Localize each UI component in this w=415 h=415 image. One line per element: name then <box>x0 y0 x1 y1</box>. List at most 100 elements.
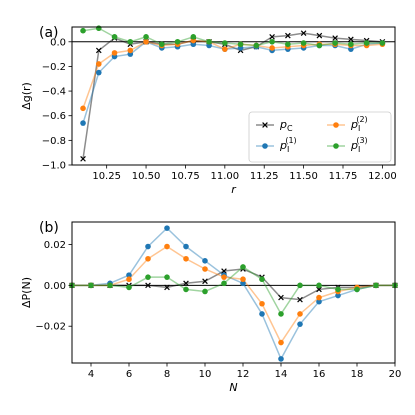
data-point-s2-9 <box>222 46 228 52</box>
legend: pC pI(1) pI(2) pI(3) <box>248 111 392 163</box>
marker-stroke <box>145 282 151 289</box>
series-line-2 <box>72 245 395 345</box>
data-point-s1-0 <box>80 120 86 126</box>
data-point-s0-13 <box>285 32 291 39</box>
data-point-s3-17 <box>348 41 354 48</box>
data-point-s3-12 <box>297 282 303 289</box>
data-point-s1-4 <box>145 243 151 250</box>
data-point-s3-6 <box>174 38 181 45</box>
data-point-s2-4 <box>143 38 149 45</box>
marker-stroke <box>300 30 307 36</box>
panel-b-chart: 4 6 8 10 12 14 16 18 20 −0.02 0.00 0.02 N ΔP(N) (b) <box>20 220 401 394</box>
plot-frame <box>71 26 396 166</box>
series-line-0 <box>82 32 383 159</box>
data-point-s3-3 <box>126 284 132 291</box>
y-tick-label: −0.8 <box>42 136 66 147</box>
x-tick-label: 8 <box>164 369 170 380</box>
data-point-s1-14 <box>335 292 341 299</box>
data-point-s0-14 <box>300 30 307 36</box>
data-point-s3-2 <box>107 282 113 289</box>
y-tick-label: −0.6 <box>42 111 66 122</box>
data-point-s3-15 <box>354 286 360 293</box>
marker-stroke <box>95 47 102 54</box>
data-point-s3-15 <box>316 42 323 49</box>
data-point-s2-3 <box>127 47 134 54</box>
marker-stroke <box>183 280 189 287</box>
data-point-s2-6 <box>183 255 189 262</box>
legend-marker-1 <box>262 143 268 149</box>
data-point-s3-1 <box>95 25 102 32</box>
y-tick-label: 0.02 <box>44 240 66 251</box>
x-tick-label: 12 <box>237 369 250 380</box>
data-point-s2-7 <box>202 266 208 272</box>
marker-stroke <box>316 32 323 39</box>
data-point-s1-7 <box>202 258 208 264</box>
data-point-s0-8 <box>221 268 227 274</box>
panel-label: (b) <box>39 220 59 236</box>
data-point-s3-7 <box>202 288 208 295</box>
x-tick-label: 10.75 <box>171 171 200 182</box>
data-point-s3-16 <box>332 40 338 46</box>
legend-box <box>248 111 392 163</box>
data-point-s0-1 <box>95 47 102 54</box>
data-point-s3-13 <box>316 282 322 289</box>
data-point-s3-5 <box>159 41 165 48</box>
data-point-s0-12 <box>297 296 303 303</box>
x-tick-label: 12.00 <box>368 171 397 182</box>
data-point-s2-10 <box>259 300 265 307</box>
data-point-s3-4 <box>143 34 149 40</box>
data-point-s1-13 <box>316 298 322 305</box>
data-point-s1-10 <box>259 311 265 317</box>
marker-stroke <box>202 278 208 285</box>
data-point-s3-8 <box>206 38 212 45</box>
data-point-s2-9 <box>240 276 246 283</box>
data-point-s2-4 <box>145 255 151 262</box>
y-tick-label: 0.00 <box>44 281 66 292</box>
y-tick-label: −0.02 <box>35 322 66 333</box>
data-point-s1-6 <box>183 243 189 250</box>
marker-stroke <box>221 268 227 274</box>
legend-marker-2 <box>333 122 339 128</box>
data-point-s2-5 <box>164 243 170 250</box>
data-point-s3-1 <box>88 282 94 289</box>
data-point-s3-14 <box>335 286 341 293</box>
x-tick-label: 11.75 <box>329 171 358 182</box>
data-point-s0-11 <box>278 294 284 301</box>
data-point-s3-7 <box>190 34 197 40</box>
series-line-0 <box>72 268 395 301</box>
x-tick-label: 10 <box>199 369 212 380</box>
panel-label: (a) <box>39 25 59 41</box>
marker-stroke <box>332 35 338 41</box>
data-point-s1-3 <box>126 272 132 278</box>
marker-stroke <box>278 294 284 301</box>
data-point-s3-8 <box>221 280 227 287</box>
data-point-s0-12 <box>269 34 275 40</box>
data-point-s0-7 <box>202 278 208 285</box>
y-tick-label: −0.2 <box>42 62 66 73</box>
data-point-s1-11 <box>278 356 284 362</box>
data-point-s3-16 <box>373 282 379 289</box>
marker-stroke <box>262 122 268 128</box>
data-point-s2-8 <box>221 274 227 280</box>
data-point-s2-12 <box>297 311 303 317</box>
data-point-s0-13 <box>316 286 322 293</box>
data-point-s3-10 <box>237 41 244 48</box>
x-tick-label: 10.25 <box>92 171 121 182</box>
data-point-s3-13 <box>285 41 291 48</box>
data-point-s3-12 <box>269 38 275 45</box>
x-tick-label: 6 <box>126 369 132 380</box>
data-point-s3-9 <box>240 264 246 270</box>
x-tick-label: 11.25 <box>250 171 279 182</box>
data-point-s3-19 <box>379 40 386 46</box>
series-line-1 <box>72 227 395 361</box>
series-line-3 <box>72 266 395 316</box>
marker-stroke <box>285 32 291 39</box>
legend-entry-1: pI(1) <box>279 136 297 154</box>
marker-stroke <box>269 34 275 40</box>
marker-stroke <box>80 156 86 162</box>
legend-entry-0: pC <box>279 118 293 133</box>
data-point-s3-10 <box>259 276 265 283</box>
x-tick-label: 11.00 <box>211 171 240 182</box>
data-point-s0-15 <box>316 32 323 39</box>
